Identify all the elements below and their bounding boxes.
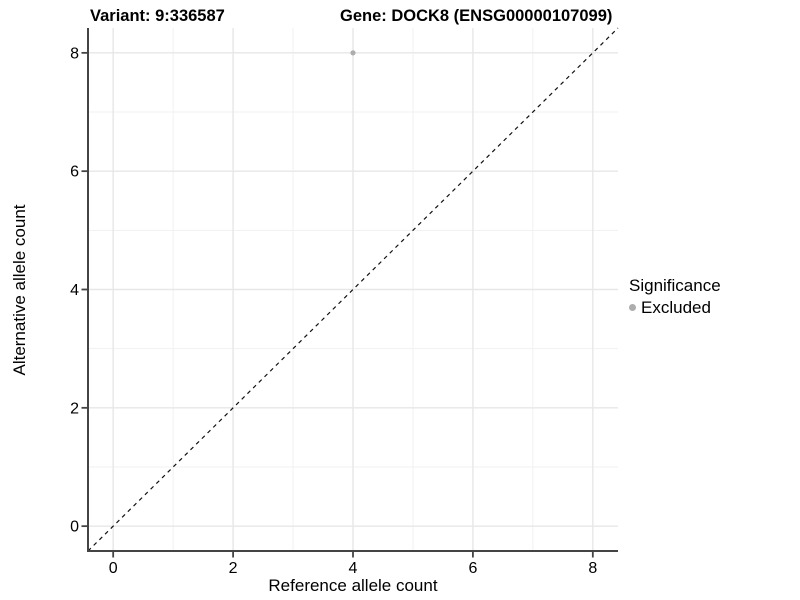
legend-point-swatch-icon (629, 304, 636, 311)
x-axis-title: Reference allele count (268, 576, 438, 595)
svg-text:4: 4 (349, 560, 358, 577)
x-tick-labels: 0 2 4 6 8 (109, 560, 598, 577)
svg-text:8: 8 (588, 560, 597, 577)
plot-title-variant: Variant: 9:336587 (90, 7, 225, 25)
axis-lines (87, 28, 618, 552)
svg-text:0: 0 (109, 560, 118, 577)
axis-tick-marks (81, 51, 594, 558)
y-tick-labels: 0 2 4 6 8 (70, 45, 79, 535)
legend-item-label: Excluded (641, 298, 711, 317)
svg-text:4: 4 (70, 282, 79, 299)
svg-text:6: 6 (70, 164, 79, 181)
svg-text:6: 6 (468, 560, 477, 577)
svg-text:0: 0 (70, 519, 79, 536)
data-points (350, 50, 356, 56)
svg-text:8: 8 (70, 45, 79, 62)
y-axis-title: Alternative allele count (10, 204, 29, 376)
legend-item-excluded: Excluded (629, 297, 721, 318)
legend: Significance Excluded (629, 275, 721, 318)
gridlines-major (88, 28, 618, 551)
plot-title-gene: Gene: DOCK8 (ENSG00000107099) (340, 7, 613, 25)
svg-text:2: 2 (70, 400, 79, 417)
svg-text:2: 2 (229, 560, 238, 577)
legend-title: Significance (629, 276, 721, 295)
